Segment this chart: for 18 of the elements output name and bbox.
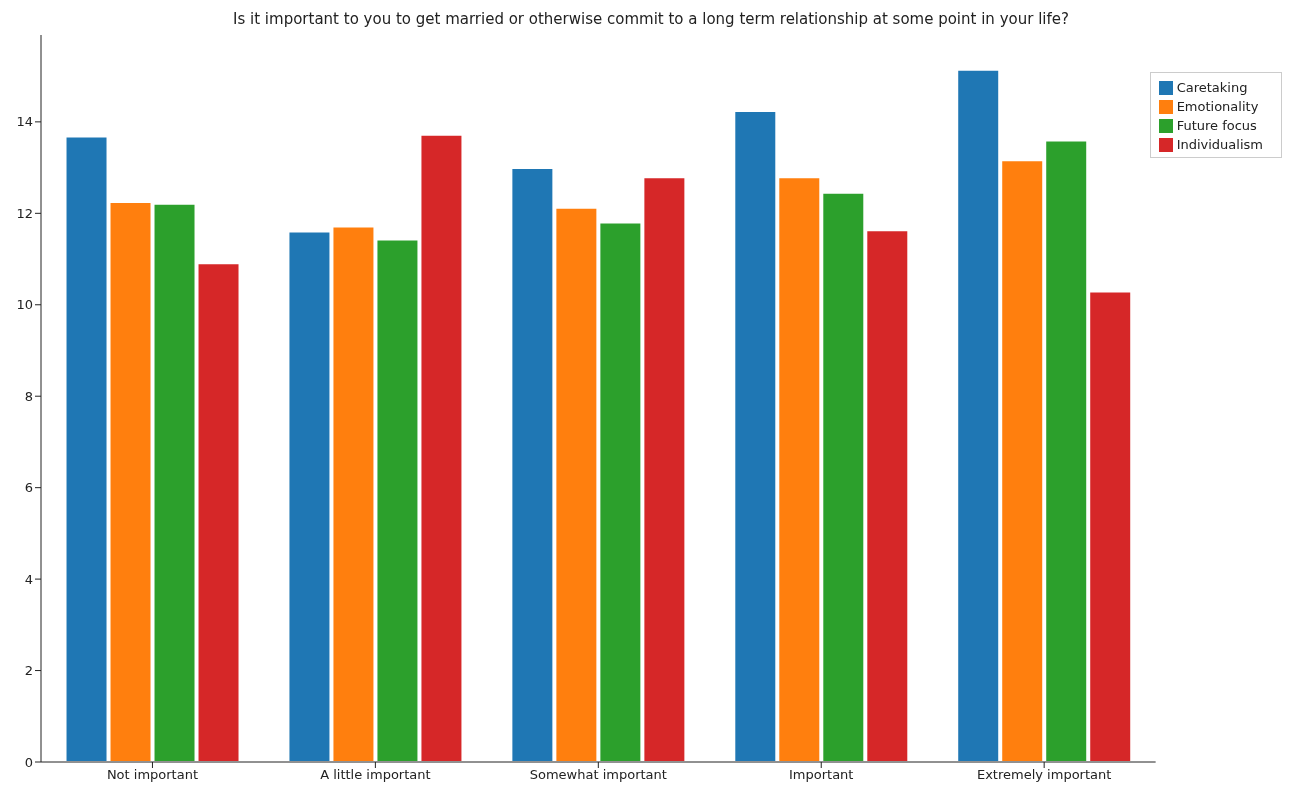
y-tick-label: 6 — [24, 480, 33, 496]
y-tick-label: 10 — [16, 297, 33, 313]
chart-title: Is it important to you to get married or otherwise commit to a long term relationship at some point in your life? — [232, 9, 1070, 30]
y-tick-label: 8 — [24, 388, 33, 404]
legend-label: Emotionality — [1176, 99, 1259, 114]
legend-label: Future focus — [1176, 118, 1257, 133]
y-tick-label: 14 — [16, 114, 33, 130]
x-tick-label: Somewhat important — [529, 767, 667, 783]
y-tick-label: 4 — [24, 571, 33, 587]
x-tick-label: Not important — [106, 767, 199, 783]
legend-label: Caretaking — [1176, 80, 1248, 95]
y-tick-label: 2 — [24, 663, 33, 679]
x-tick-label: Extremely important — [976, 767, 1112, 783]
y-tick-label: 12 — [16, 205, 33, 221]
legend-label: Individualism — [1176, 137, 1263, 152]
x-tick-label: A little important — [320, 767, 431, 783]
x-tick-label: Important — [789, 767, 854, 783]
y-tick-label: 0 — [24, 754, 33, 770]
